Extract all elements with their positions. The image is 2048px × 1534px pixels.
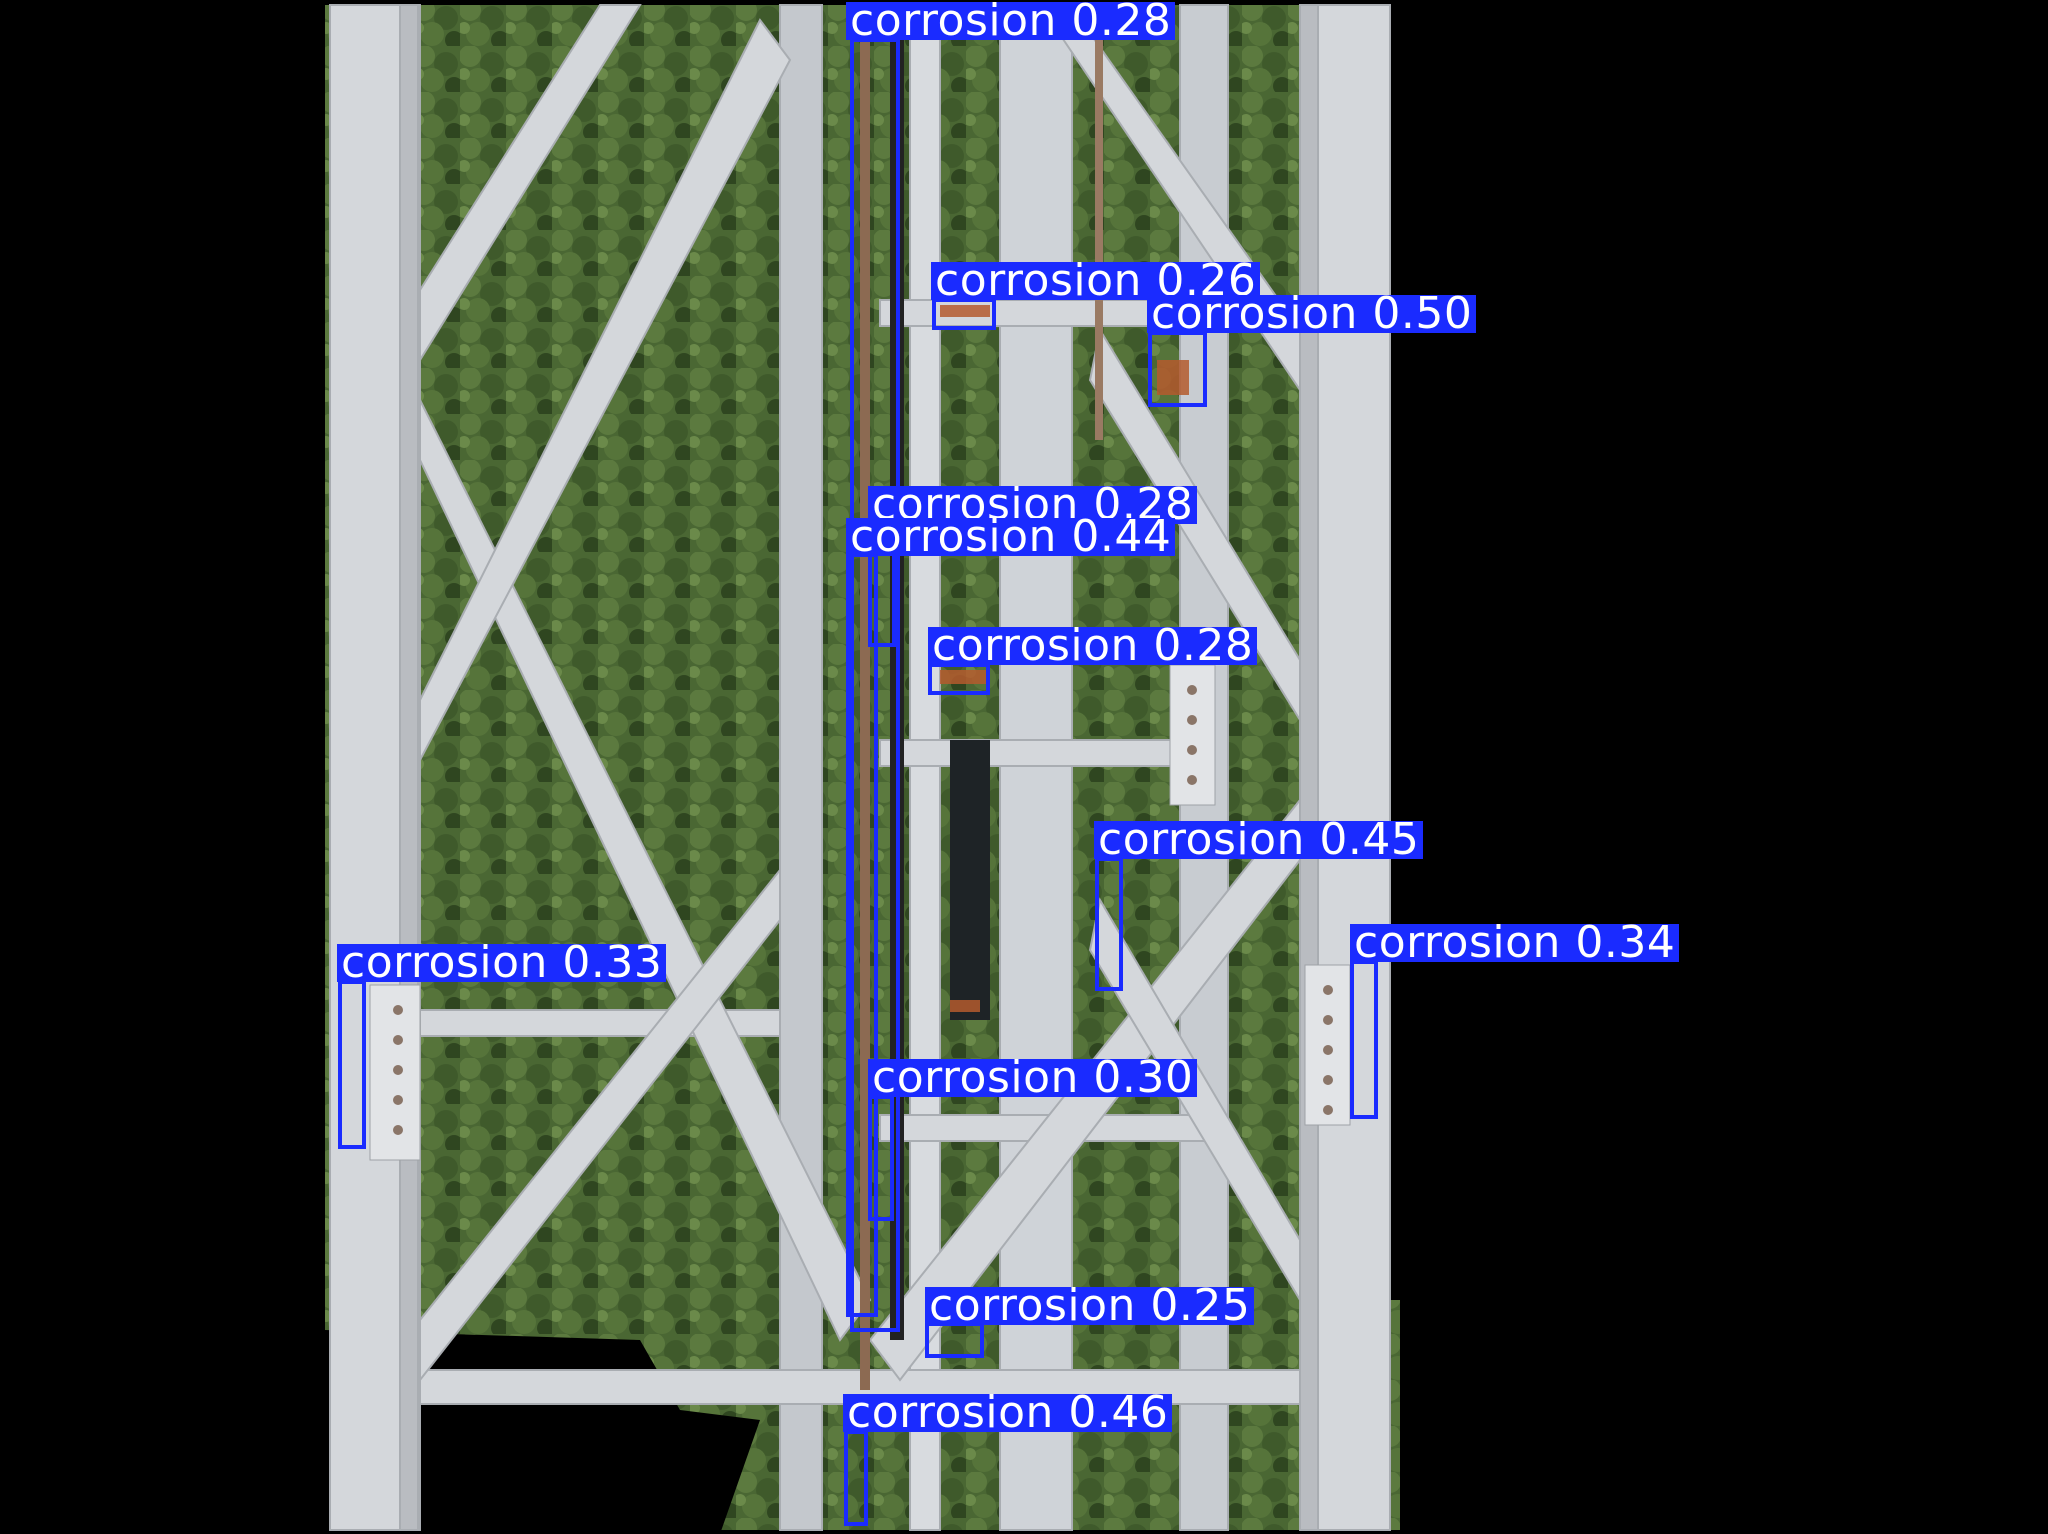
detection-box-3 [1148, 331, 1207, 407]
detection-box-1 [850, 38, 900, 1332]
detection-box-7 [1095, 857, 1123, 991]
detection-box-8 [338, 980, 366, 1149]
detection-box-6 [928, 663, 990, 695]
detection-box-10 [868, 1095, 894, 1221]
detection-box-12 [844, 1430, 868, 1526]
detection-box-9 [1350, 960, 1378, 1119]
bolt-plates [369, 664, 1351, 1161]
rust-spots [940, 305, 1189, 1012]
detection-box-2 [932, 298, 996, 330]
detection-boxes [338, 38, 1378, 1526]
